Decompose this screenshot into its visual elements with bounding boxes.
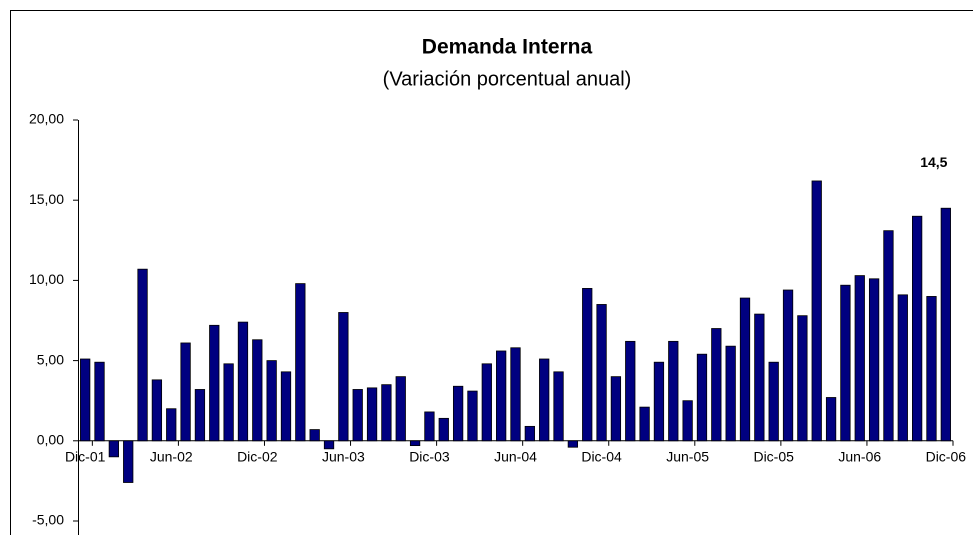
bar	[739, 297, 751, 442]
bar	[180, 342, 191, 442]
bar	[840, 284, 851, 442]
bar	[409, 440, 421, 447]
y-tick-label: 20,00	[29, 111, 64, 127]
bar	[323, 440, 335, 450]
y-tick-label: 0,00	[37, 432, 64, 448]
bar	[438, 417, 449, 442]
bar	[209, 324, 220, 442]
bar	[696, 353, 708, 442]
x-tick-label: Dic-05	[753, 449, 794, 465]
bar	[381, 384, 392, 442]
bar	[539, 358, 550, 442]
bar	[610, 376, 622, 442]
bar	[825, 397, 837, 442]
bar	[768, 361, 779, 442]
bar	[582, 288, 593, 442]
bar	[639, 406, 650, 442]
bar	[653, 361, 665, 442]
x-tick-label: Dic-04	[581, 449, 622, 465]
bar	[940, 207, 951, 442]
bar	[94, 361, 105, 442]
bar	[252, 339, 263, 442]
bar	[811, 180, 822, 442]
bar	[266, 360, 277, 442]
bar	[926, 296, 937, 442]
bar	[868, 278, 880, 442]
bar	[496, 350, 507, 442]
bar	[883, 230, 894, 442]
bar	[280, 371, 292, 442]
x-tick-label: Jun-04	[494, 449, 537, 465]
bar	[524, 425, 535, 442]
bar	[467, 390, 478, 442]
y-tick-label: 5,00	[37, 351, 64, 367]
value-label: 14,5	[920, 154, 947, 170]
bar	[352, 389, 363, 442]
bar	[481, 363, 492, 442]
bar	[194, 389, 206, 442]
bar	[754, 313, 765, 442]
x-tick-label: Dic-02	[237, 449, 278, 465]
bar	[137, 268, 148, 442]
bar	[854, 275, 865, 442]
chart-subtitle: (Variación porcentual anual)	[383, 68, 632, 90]
bar	[553, 371, 564, 442]
bar	[668, 340, 679, 442]
bar	[510, 347, 521, 442]
bar	[596, 304, 607, 442]
bar	[897, 294, 908, 442]
bar	[80, 358, 91, 442]
y-tick-label: 15,00	[29, 191, 64, 207]
x-tick-label: Dic-06	[926, 449, 967, 465]
bar	[309, 429, 320, 442]
bar	[567, 440, 579, 448]
bar	[166, 408, 177, 442]
bar	[711, 328, 722, 442]
bar	[237, 321, 249, 442]
bar	[338, 312, 349, 442]
bar	[223, 363, 234, 442]
bar	[782, 289, 794, 442]
x-tick-label: Jun-05	[666, 449, 709, 465]
bar	[682, 400, 693, 442]
bar	[797, 315, 808, 442]
bar	[725, 345, 736, 442]
bar	[108, 440, 119, 458]
bar	[123, 440, 134, 483]
bar	[151, 379, 163, 442]
bar	[424, 411, 435, 442]
x-tick-label: Jun-02	[150, 449, 193, 465]
chart-title: Demanda Interna	[422, 36, 593, 59]
bar	[295, 283, 306, 442]
x-tick-label: Jun-06	[838, 449, 881, 465]
y-tick-label: -5,00	[32, 512, 64, 528]
x-tick-label: Dic-01	[65, 449, 106, 465]
bar	[452, 385, 464, 442]
bar	[395, 376, 406, 442]
y-tick-label: 10,00	[29, 271, 64, 287]
x-tick-label: Jun-03	[322, 449, 365, 465]
bar	[912, 215, 923, 442]
bar	[366, 387, 378, 442]
bar	[625, 340, 636, 442]
x-tick-label: Dic-03	[409, 449, 450, 465]
